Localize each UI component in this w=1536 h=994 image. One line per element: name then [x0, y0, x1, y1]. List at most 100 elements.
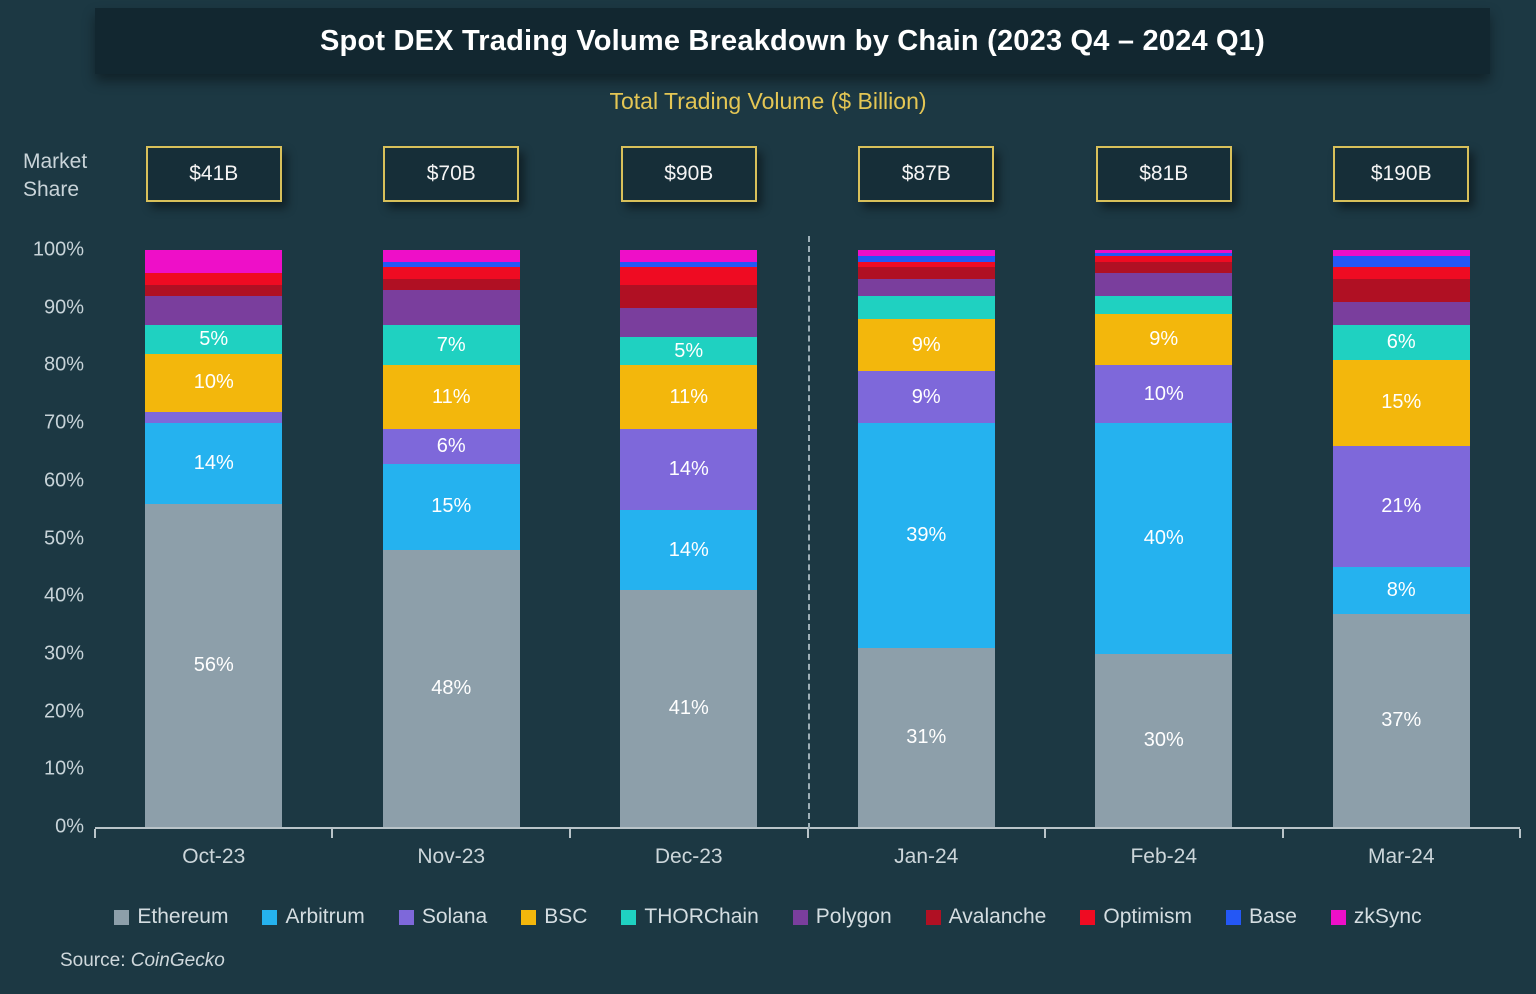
- bar-segment-base: [857, 255, 995, 262]
- legend-swatch: [398, 909, 414, 925]
- legend-item-polygon: Polygon: [792, 905, 892, 929]
- y-axis-label: 100%: [32, 238, 84, 261]
- bar-segment-optimism: [620, 267, 758, 285]
- stacked-bar: 37% 8% 21% 15% 6%: [1332, 250, 1470, 827]
- legend-label: Arbitrum: [285, 905, 365, 928]
- total-volume-badge: $81B: [1095, 146, 1232, 202]
- bar-segment-ethereum: 37%: [1332, 613, 1470, 827]
- axis-tick: [568, 829, 571, 838]
- bar-group-mar-24: 37% 8% 21% 15% 6%: [1283, 250, 1521, 827]
- legend-item-optimism: Optimism: [1080, 905, 1192, 929]
- bar-segment-base: [1095, 252, 1233, 256]
- legend-item-base: Base: [1226, 905, 1297, 929]
- bars-container: 56% 14% 10% 5% 48% 15% 6% 11% 7% 41% 14% 14% 11% 5% 31…: [95, 250, 1520, 827]
- total-volume-row: $41B $70B $90B $87B $81B $190B: [95, 146, 1520, 202]
- y-axis: 0% 10% 20% 30% 40% 50% 60% 70% 80% 90% 100%: [14, 239, 84, 838]
- bar-segment-avalanche: [857, 267, 995, 279]
- bar-segment-label: 39%: [906, 524, 947, 547]
- bar-segment-zksync: [1095, 250, 1233, 253]
- stacked-bar: 48% 15% 6% 11% 7%: [382, 250, 520, 827]
- bar-segment-label: 14%: [668, 457, 709, 480]
- bar-segment-thorchain: [1095, 296, 1233, 314]
- legend-label: Solana: [421, 905, 488, 928]
- bar-segment-label: 14%: [193, 452, 234, 474]
- bar-segment-label: 15%: [1381, 391, 1422, 414]
- total-cell: $90B: [570, 146, 808, 202]
- bar-segment-ethereum: 41%: [620, 590, 758, 827]
- legend-label: zkSync: [1353, 905, 1422, 928]
- total-cell: $87B: [808, 146, 1046, 202]
- y-axis-title: Market Share: [23, 150, 88, 201]
- legend-swatch: [925, 909, 941, 925]
- bar-segment-avalanche: [145, 284, 283, 297]
- legend-label: Polygon: [815, 905, 892, 928]
- bar-segment-label: 11%: [669, 385, 709, 408]
- bar-group-dec-23: 41% 14% 14% 11% 5%: [570, 250, 808, 827]
- legend-label: Optimism: [1103, 905, 1193, 928]
- bar-segment-polygon: [1095, 273, 1233, 297]
- bar-segment-label: 37%: [1381, 708, 1422, 731]
- bar-segment-label: 56%: [193, 653, 234, 676]
- axis-tick: [1043, 829, 1046, 838]
- legend-swatch: [1080, 909, 1096, 925]
- bar-segment-label: 8%: [1386, 578, 1416, 601]
- bar-segment-zksync: [145, 250, 283, 274]
- source-name: CoinGecko: [130, 950, 225, 971]
- bar-segment-solana: 14%: [620, 428, 758, 510]
- bar-segment-polygon: [857, 278, 995, 297]
- legend-label: Ethereum: [137, 905, 229, 928]
- y-axis-label: 90%: [43, 296, 84, 319]
- total-volume-badge: $87B: [858, 146, 995, 202]
- bar-segment-base: [620, 261, 758, 268]
- bar-segment-label: 11%: [431, 385, 471, 408]
- bar-segment-avalanche: [382, 278, 520, 291]
- bar-segment-label: 14%: [668, 538, 709, 561]
- bar-segment-solana: 9%: [857, 371, 995, 424]
- bar-segment-zksync: [857, 250, 995, 256]
- x-axis-labels: Oct-23 Nov-23 Dec-23 Jan-24 Feb-24 Mar-24: [95, 845, 1520, 869]
- y-axis-label: 10%: [43, 757, 84, 780]
- bar-segment-solana: 6%: [382, 428, 520, 464]
- legend-swatch: [1330, 909, 1346, 925]
- bar-segment-ethereum: 48%: [382, 550, 520, 827]
- total-cell: $81B: [1045, 146, 1283, 202]
- bar-segment-thorchain: 6%: [1332, 325, 1470, 360]
- bar-segment-bsc: 9%: [857, 319, 995, 372]
- bar-segment-thorchain: 5%: [145, 325, 283, 354]
- legend-label: Base: [1249, 905, 1297, 928]
- bar-group-nov-23: 48% 15% 6% 11% 7%: [333, 250, 571, 827]
- source-note: Source: CoinGecko: [60, 950, 225, 972]
- legend-swatch: [792, 909, 808, 925]
- bar-segment-avalanche: [1095, 261, 1233, 274]
- chart-subtitle: Total Trading Volume ($ Billion): [609, 88, 927, 114]
- legend-swatch: [521, 909, 537, 925]
- bar-segment-arbitrum: 8%: [1332, 567, 1470, 614]
- legend-item-solana: Solana: [398, 905, 488, 929]
- total-volume-badge: $190B: [1333, 146, 1470, 202]
- y-axis-label: 30%: [43, 642, 84, 665]
- legend-item-arbitrum: Arbitrum: [262, 905, 365, 929]
- total-volume-badge: $90B: [620, 146, 757, 202]
- stacked-bar: 31% 39% 9% 9%: [857, 250, 995, 827]
- axis-tick: [94, 829, 96, 838]
- bar-segment-label: 31%: [906, 726, 947, 749]
- bar-segment-label: 9%: [1149, 327, 1179, 350]
- source-prefix: Source:: [60, 950, 131, 971]
- bar-segment-arbitrum: 40%: [1095, 423, 1233, 654]
- legend-item-zksync: zkSync: [1330, 905, 1422, 929]
- bar-segment-polygon: [620, 307, 758, 337]
- legend-label: THORChain: [644, 905, 759, 928]
- bar-segment-polygon: [382, 290, 520, 326]
- legend-item-bsc: BSC: [521, 905, 587, 929]
- bar-segment-arbitrum: 39%: [857, 423, 995, 649]
- bar-segment-thorchain: [857, 296, 995, 320]
- bar-segment-thorchain: 5%: [620, 336, 758, 366]
- bar-group-jan-24: 31% 39% 9% 9%: [808, 250, 1046, 827]
- bar-segment-ethereum: 30%: [1095, 653, 1233, 827]
- bar-segment-thorchain: 7%: [382, 325, 520, 366]
- legend-item-thorchain: THORChain: [621, 905, 759, 929]
- bar-segment-polygon: [1332, 301, 1470, 326]
- bar-segment-avalanche: [1332, 278, 1470, 302]
- y-axis-label: 40%: [43, 584, 84, 607]
- y-axis-label: 60%: [43, 469, 84, 492]
